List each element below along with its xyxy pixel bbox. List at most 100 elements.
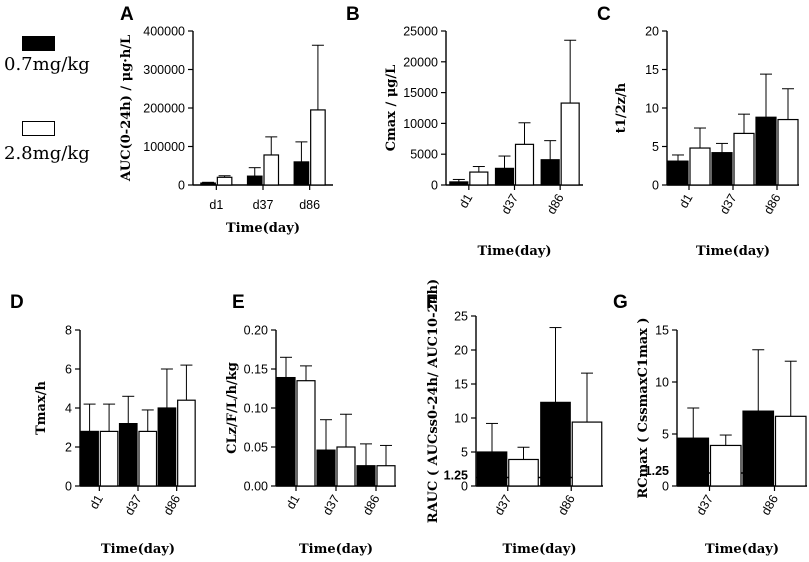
x-tick-label: d86	[360, 492, 383, 517]
y-tick-label: 0	[662, 480, 669, 494]
y-tick-label: 2	[65, 441, 72, 455]
y-tick-label: 15	[655, 324, 669, 338]
y-tick-label: 0.20	[244, 324, 268, 338]
bar-high-dose	[571, 421, 603, 487]
x-tick-label: d1	[87, 492, 106, 511]
bar-low-dose	[293, 161, 310, 186]
y-axis-label: RCmax ( CssmaxC1max )	[636, 317, 651, 498]
x-axis-label: Time(day)	[299, 542, 373, 557]
panel-letter: E	[232, 292, 245, 313]
y-tick-label: 20	[454, 344, 468, 358]
bar-low-dose	[540, 401, 571, 487]
x-tick-label: d86	[555, 492, 578, 517]
x-tick-label: d37	[320, 492, 343, 517]
panel-f: F 0 5 10 15 20 25 1.25 d37 d86 Time(day) RAUC ( AUC…	[426, 279, 603, 557]
bar-high-dose	[508, 458, 539, 487]
legend-item-high-dose-label: 2.8mg/kg	[4, 143, 90, 164]
bar-high-dose	[376, 465, 396, 487]
bar-low-dose	[476, 451, 508, 487]
bar-low-dose	[118, 423, 138, 487]
y-tick-label: 10	[454, 412, 468, 426]
bar-high-dose	[733, 132, 755, 186]
bar-low-dose	[316, 449, 336, 487]
bar-low-dose	[449, 181, 469, 186]
y-tick-label: 100000	[143, 140, 185, 154]
panel-letter: B	[346, 4, 360, 25]
y-axis-label: Tmax/h	[34, 381, 49, 435]
x-tick-label: d37	[717, 191, 740, 216]
y-tick-label: 300000	[143, 63, 185, 77]
bar-low-dose	[157, 407, 177, 487]
bar-low-dose	[667, 160, 689, 186]
y-tick-label: 15000	[403, 86, 438, 100]
bar-low-dose	[742, 410, 775, 487]
y-tick-label: 4	[65, 402, 72, 416]
bar-low-dose	[356, 465, 376, 487]
bar-high-dose	[263, 154, 280, 186]
x-axis-label: Time(day)	[705, 542, 779, 557]
legend-item-low-dose-swatch	[22, 36, 55, 51]
panel-letter: A	[120, 4, 134, 25]
bar-low-dose	[246, 175, 263, 186]
bar-low-dose	[494, 167, 515, 186]
y-tick-label: 0.10	[244, 402, 268, 416]
panel-letter: G	[613, 292, 628, 313]
y-axis-label: CLz/F/L/h/kg	[225, 362, 240, 454]
x-tick-label: d86	[759, 492, 782, 517]
legend-item-low-dose-label: 0.7mg/kg	[4, 54, 90, 75]
y-tick-label: 10000	[403, 117, 438, 131]
bar-high-dose	[177, 399, 196, 487]
y-axis-label: Cmax / μg/L	[384, 65, 399, 152]
bar-high-dose	[138, 430, 158, 487]
x-tick-label: d37	[253, 198, 274, 212]
y-tick-label: 10	[655, 376, 669, 390]
bar-high-dose	[709, 444, 742, 487]
y-tick-label: 0	[431, 179, 438, 193]
panel-a: A 0 100000 200000 300000 400000 d1 d37 d86 Time(d…	[119, 4, 333, 236]
y-tick-label: 0	[65, 480, 72, 494]
y-tick-label: 10	[645, 102, 659, 116]
y-tick-label: 25000	[403, 25, 438, 39]
y-tick-label: 25	[454, 310, 468, 324]
bar-high-dose	[336, 446, 356, 487]
y-tick-label: 0.15	[244, 363, 268, 377]
bar-low-dose	[200, 182, 216, 186]
panel-g: G 0 5 10 15 1.25 d37 d86 Time(day) RCmax ( Cssmax…	[613, 292, 807, 557]
y-tick-label: 0	[461, 480, 468, 494]
bar-high-dose	[310, 109, 326, 186]
y-tick-label: 400000	[143, 25, 185, 39]
bar-low-dose	[540, 159, 560, 186]
x-tick-label: d1	[209, 198, 223, 212]
x-axis-label: Time(day)	[696, 244, 770, 259]
x-tick-label: d37	[694, 492, 717, 517]
y-tick-label: 0.05	[244, 441, 268, 455]
bar-high-dose	[216, 176, 233, 186]
y-tick-label: 5	[461, 446, 468, 460]
y-tick-label: 15	[645, 63, 659, 77]
panel-e: E 0.00 0.05 0.10 0.15 0.20 d1 d37 d86 Time(day) CL…	[225, 292, 396, 557]
y-axis-label: t1/2z/h	[614, 82, 629, 133]
x-axis-label: Time(day)	[477, 244, 551, 259]
y-axis-label: RAUC ( AUCss0-24h/ AUC10-24h)	[426, 279, 441, 523]
y-tick-label: 200000	[143, 102, 185, 116]
x-tick-label: d86	[299, 198, 320, 212]
bar-high-dose	[560, 102, 580, 186]
y-axis-label: AUC(0-24h) / μg·h/L	[119, 35, 134, 182]
bar-high-dose	[469, 171, 489, 186]
x-tick-label: d37	[122, 492, 145, 517]
y-tick-label: 20000	[403, 55, 438, 69]
bar-high-dose	[689, 147, 711, 186]
y-tick-label: 0.00	[244, 480, 268, 494]
bar-high-dose	[296, 380, 316, 487]
panel-letter: C	[597, 4, 611, 25]
x-tick-label: d37	[499, 191, 522, 216]
bar-low-dose	[755, 116, 777, 186]
y-tick-label: 5000	[410, 148, 438, 162]
reference-line-label: 1.25	[444, 469, 468, 483]
y-tick-label: 5	[662, 428, 669, 442]
bar-low-dose	[711, 152, 733, 186]
y-tick-label: 8	[65, 324, 72, 338]
bar-low-dose	[80, 430, 99, 487]
panel-c: C 0 5 10 15 20 d1 d37 d86 Time(day) t1/2z/h	[597, 4, 799, 259]
